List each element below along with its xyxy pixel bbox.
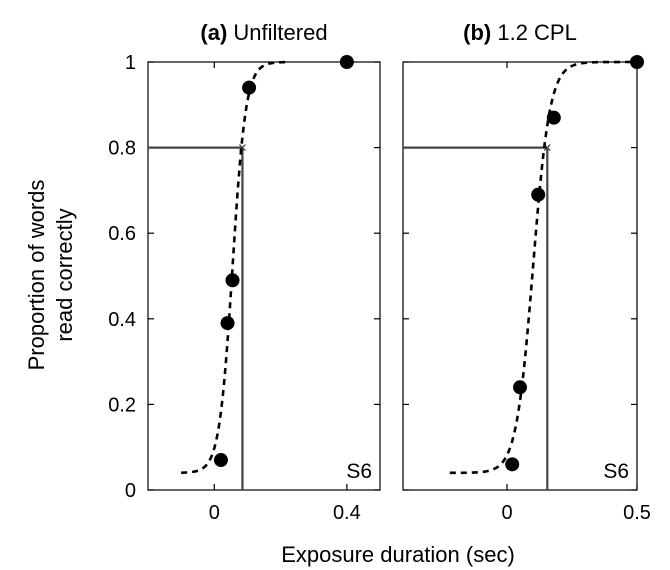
panel-a-ytick-label: 0.4 <box>108 309 136 331</box>
panel-a-title-prefix: (a) <box>200 20 227 45</box>
panel-a-subject-label: S6 <box>346 460 372 483</box>
panel-a-fit-curve <box>181 60 288 474</box>
panel-b-data-point <box>630 55 644 69</box>
panel-b-data-point <box>505 457 520 472</box>
panel-b-data-point <box>546 110 561 125</box>
panel-a-xtick-label: 0 <box>209 502 220 524</box>
panel-a-data-point <box>225 273 240 288</box>
panel-a: 0 0.2 0.4 0.6 0.8 1 0 0.4 (a) Unfiltered S6 <box>108 20 381 524</box>
panel-b-frame <box>402 61 638 491</box>
panel-a-ytick-label: 0 <box>125 480 136 502</box>
x-axis-label: Exposure duration (sec) <box>281 542 515 567</box>
panel-b-title-text: 1.2 CPL <box>491 20 577 45</box>
panel-a-title: (a) Unfiltered <box>200 20 327 45</box>
panel-a-ytick-label: 0.6 <box>108 223 136 245</box>
panel-a-ytick-label: 0.2 <box>108 394 136 416</box>
panel-b-xtick-label: 0 <box>501 502 512 524</box>
panel-a-data-point <box>339 55 354 69</box>
panel-b-xtick-label: 0.5 <box>623 502 651 524</box>
panel-a-title-text: Unfiltered <box>227 20 327 45</box>
y-axis-label-line2: read correctly <box>52 208 77 341</box>
panel-a-data-point <box>220 316 235 331</box>
panel-b-data-point <box>531 187 546 202</box>
panel-a-xtick-label: 0.4 <box>333 502 361 524</box>
panel-b-title-prefix: (b) <box>463 20 491 45</box>
panel-b-data-point <box>513 380 527 395</box>
y-axis-label-line1: Proportion of words <box>24 180 49 371</box>
panel-b-subject-label: S6 <box>603 460 629 483</box>
panel-a-data-point <box>213 453 228 468</box>
panel-a-ytick-label: 0.8 <box>108 138 136 160</box>
panel-a-data-point <box>242 80 257 95</box>
panel-a-ytick-label: 1 <box>125 52 136 74</box>
panel-a-frame <box>147 61 381 491</box>
panel-b-fit-curve <box>449 60 637 475</box>
panel-b-title: (b) 1.2 CPL <box>463 20 577 45</box>
panel-b: 0 0.5 (b) 1.2 CPL S6 <box>402 20 651 524</box>
